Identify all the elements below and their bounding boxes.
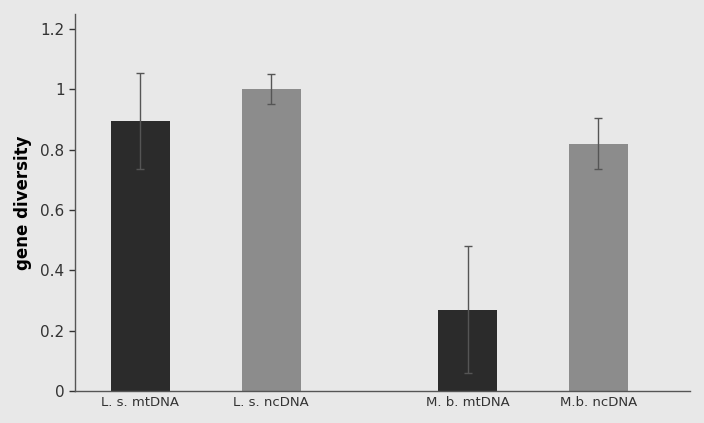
Bar	[438, 310, 497, 391]
Y-axis label: gene diversity: gene diversity	[14, 135, 32, 270]
Bar	[241, 89, 301, 391]
Bar	[569, 144, 628, 391]
Bar	[111, 121, 170, 391]
